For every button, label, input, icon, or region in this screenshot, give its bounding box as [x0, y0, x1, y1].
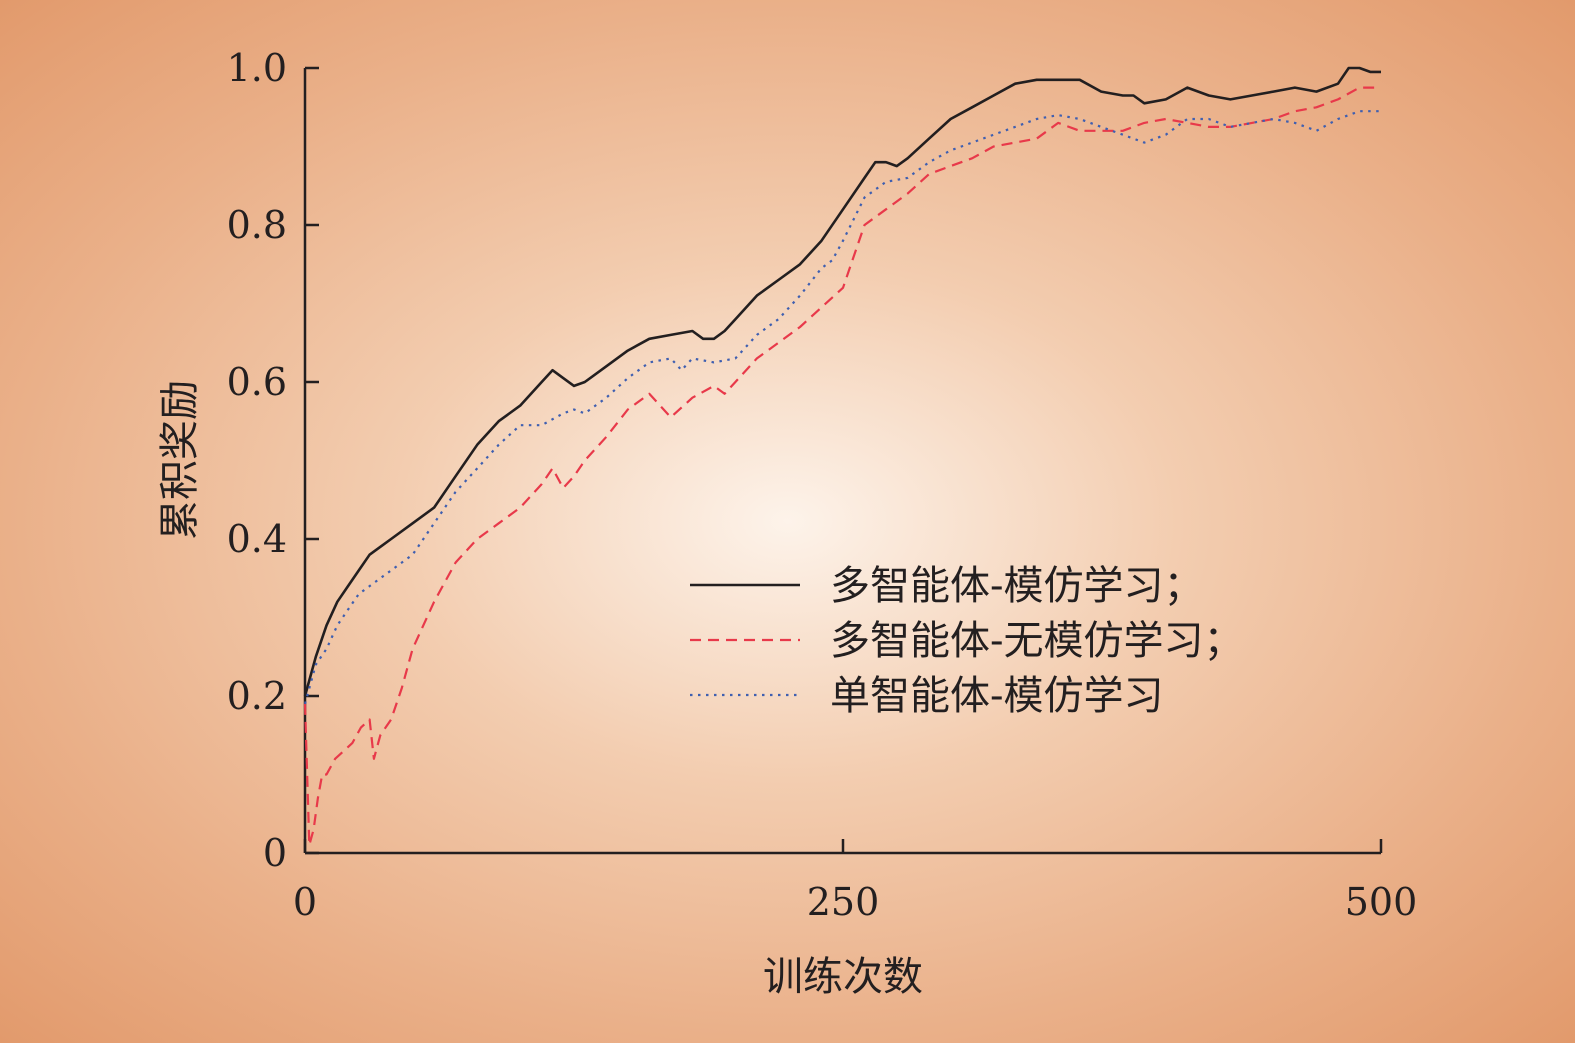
series-line-3: [303, 110, 1381, 705]
x-tick-label: 250: [807, 880, 880, 924]
legend-label-1: 多智能体-模仿学习；: [830, 563, 1204, 609]
y-tick-label: 0.2: [227, 674, 287, 718]
y-tick-label: 0.8: [227, 203, 287, 247]
legend-label-2: 多智能体-无模仿学习；: [830, 618, 1244, 664]
y-tick-label: 1.0: [227, 46, 287, 90]
series-line-1: [303, 66, 1381, 697]
y-tick-label: 0.4: [227, 517, 287, 561]
legend: 多智能体-模仿学习； 多智能体-无模仿学习； 单智能体-模仿学习: [690, 563, 1244, 719]
series-group: [303, 66, 1381, 847]
x-tick-label: 500: [1345, 880, 1418, 924]
legend-label-3: 单智能体-模仿学习: [830, 673, 1164, 719]
y-tick-label: 0: [263, 831, 287, 875]
y-tick-label: 0.6: [227, 360, 287, 404]
series-line-2: [303, 86, 1381, 847]
axes: 0 0.2 0.4 0.6 0.8 1.0 0 250 500: [227, 46, 1418, 924]
y-axis-title: 累积奖励: [157, 380, 203, 540]
x-tick-label: 0: [293, 880, 317, 924]
x-axis-title: 训练次数: [763, 954, 923, 1000]
